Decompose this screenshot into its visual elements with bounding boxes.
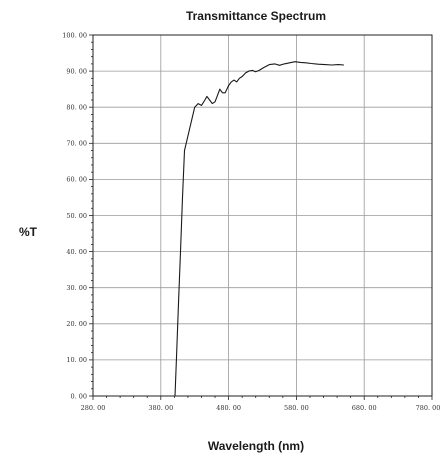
y-tick-label: 70. 00 [66, 140, 87, 148]
y-tick-label: 90. 00 [66, 67, 87, 75]
x-tick-label: 480. 00 [216, 404, 241, 412]
y-tick-label: 0. 00 [70, 392, 87, 400]
y-axis-label: %T [19, 225, 38, 239]
x-tick-label: 680. 00 [352, 404, 377, 412]
y-tick-label: 80. 00 [66, 104, 87, 112]
y-tick-label: 60. 00 [66, 176, 87, 184]
y-tick-label: 50. 00 [66, 212, 87, 220]
axis-ticks [89, 34, 433, 400]
x-tick-label: 380. 00 [148, 404, 173, 412]
x-tick-label: 280. 00 [81, 404, 106, 412]
chart-title: Transmittance Spectrum [186, 9, 326, 23]
y-tick-labels: 0. 00 10. 00 20. 00 30. 00 40. 00 50. 00 60. 0… [62, 31, 87, 400]
y-tick-label: 10. 00 [66, 356, 87, 364]
y-tick-label: 20. 00 [66, 320, 87, 328]
y-tick-label: 40. 00 [66, 248, 87, 256]
x-tick-labels: 280. 00 380. 00 480. 00 580. 00 680. 00 780. … [81, 404, 441, 412]
grid [93, 35, 432, 396]
y-tick-label: 30. 00 [66, 284, 87, 292]
series-layer [174, 61, 344, 397]
x-tick-label: 580. 00 [284, 404, 309, 412]
transmittance-series-line [174, 61, 344, 397]
y-tick-label: 100. 00 [62, 31, 87, 39]
x-tick-label: 780. 00 [416, 404, 441, 412]
x-axis-label: Wavelength (nm) [208, 439, 304, 453]
